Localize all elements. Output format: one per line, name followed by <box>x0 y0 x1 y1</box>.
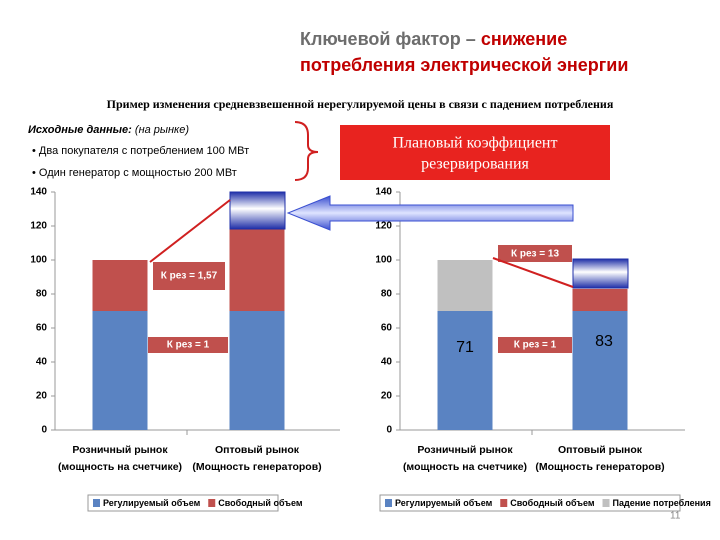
arrow <box>286 195 574 231</box>
x-tick-sublabel: (Мощность генераторов) <box>535 461 664 473</box>
legend-label: Свободный объем <box>510 498 595 508</box>
annotation: К рез = 13 <box>511 249 559 260</box>
y-tick-label: 100 <box>375 255 392 266</box>
bar-segment <box>229 311 285 430</box>
x-tick-label: Розничный рынок <box>417 444 513 456</box>
bar-segment <box>92 260 148 311</box>
annotation: К рез = 1 <box>167 340 210 351</box>
legend-label: Регулируемый объем <box>103 498 201 508</box>
bar-segment <box>437 311 493 430</box>
annotation-box <box>498 337 572 353</box>
bar-segment <box>572 311 628 430</box>
annotation-box <box>498 245 572 262</box>
title: Ключевой фактор – снижение <box>300 29 567 49</box>
annotation-box <box>148 337 228 353</box>
connector <box>492 257 574 288</box>
y-tick-label: 140 <box>375 187 392 198</box>
source-text: (на рынке) <box>132 124 190 136</box>
legend-swatch <box>208 499 216 507</box>
page-number: 11 <box>670 511 681 522</box>
y-tick-label: 0 <box>386 425 392 436</box>
y-tick-label: 80 <box>36 289 48 300</box>
x-tick-sublabel: (Мощность генераторов) <box>192 461 321 473</box>
y-tick-label: 140 <box>30 187 47 198</box>
legend-swatch <box>385 499 392 507</box>
legend-swatch <box>500 499 508 507</box>
x-tick-sublabel: (мощность на счетчике) <box>403 461 527 473</box>
y-tick-label: 60 <box>381 323 393 334</box>
bar-segment <box>437 260 493 311</box>
title-part: Ключевой фактор – <box>300 29 481 49</box>
y-tick-label: 20 <box>36 391 48 402</box>
source: Исходные данные: (на рынке) <box>28 124 189 136</box>
y-tick-label: 40 <box>36 357 48 368</box>
reserve-box <box>229 191 286 230</box>
bar-segment <box>92 311 148 430</box>
x-tick-label: Розничный рынок <box>72 444 168 456</box>
annotation: 71 <box>456 339 474 356</box>
bullet: • Два покупателя с потреблением 100 МВт <box>32 145 249 157</box>
y-tick-label: 40 <box>381 357 393 368</box>
legend-label: Регулируемый объем <box>395 498 493 508</box>
legend-swatch <box>93 499 100 507</box>
y-tick-label: 0 <box>41 425 47 436</box>
reserve-box <box>572 258 629 289</box>
connector <box>149 199 231 263</box>
bar-segment <box>229 229 285 311</box>
callout-box <box>340 125 610 180</box>
callout-text: резервирования <box>421 156 529 173</box>
y-tick-label: 20 <box>381 391 393 402</box>
charts: 0 20 40 60 80 100 120 140 Розничный рынок (мощнос… <box>30 187 711 512</box>
legend-swatch <box>602 499 610 507</box>
legend-box <box>87 494 279 512</box>
x-tick-label: Оптовый рынок <box>215 444 300 456</box>
y-tick-label: 60 <box>36 323 48 334</box>
x-tick-label: Оптовый рынок <box>558 444 643 456</box>
annotation-box <box>153 262 225 290</box>
brace <box>294 121 319 181</box>
bullet: • Один генератор с мощностью 200 МВт <box>32 167 237 179</box>
y-tick-label: 100 <box>30 255 47 266</box>
bar-segment <box>572 288 628 311</box>
y-tick-label: 80 <box>381 289 393 300</box>
legend-label: Падение потребления <box>613 498 711 508</box>
callout-text: Плановый коэффициент <box>393 135 558 152</box>
title-part: снижение <box>481 29 567 49</box>
annotation: 83 <box>595 333 613 350</box>
legend-label: Свободный объем <box>218 498 303 508</box>
title-line: потребления электрической энергии <box>300 55 628 75</box>
x-tick-sublabel: (мощность на счетчике) <box>58 461 182 473</box>
y-tick-label: 120 <box>375 221 392 232</box>
subtitle: Пример изменения средневзвешенной нерегу… <box>107 97 614 111</box>
annotation: К рез = 1 <box>514 340 557 351</box>
source-label: Исходные данные: <box>28 124 132 136</box>
y-tick-label: 120 <box>30 221 47 232</box>
annotation: К рез = 1,57 <box>161 271 218 282</box>
